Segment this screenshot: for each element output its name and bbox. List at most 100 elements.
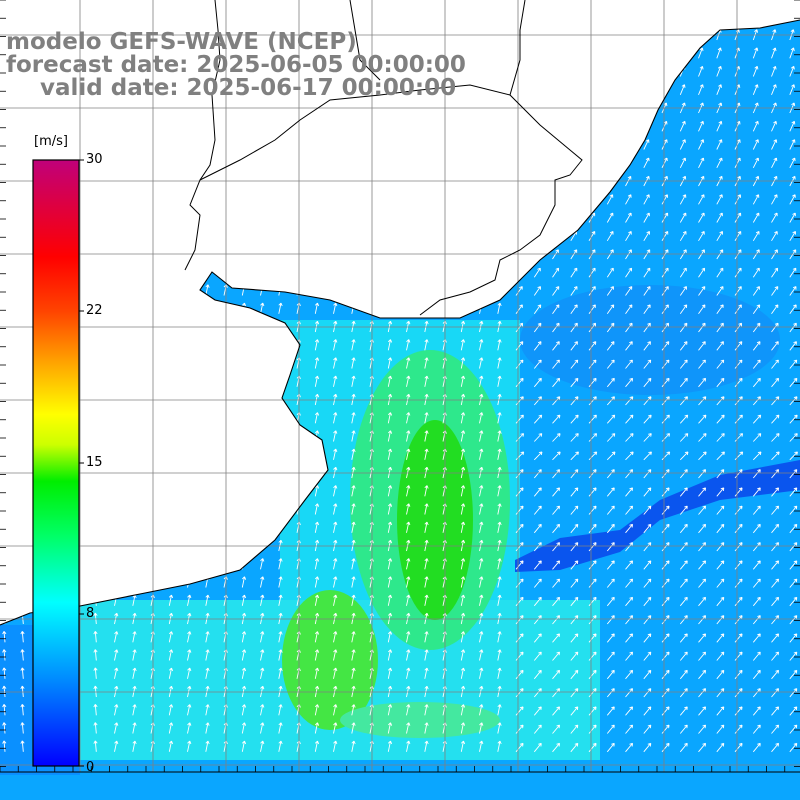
wind-arrow <box>752 633 761 643</box>
wind-arrow <box>606 651 615 661</box>
wind-arrow <box>114 740 119 752</box>
wind-arrow <box>789 742 798 753</box>
wind-arrow <box>2 521 7 533</box>
wind-arrow <box>643 633 652 643</box>
wind-arrow <box>679 322 688 333</box>
wind-arrow <box>333 448 338 460</box>
wind-arrow <box>588 505 597 515</box>
wind-arrow <box>20 667 25 679</box>
wind-arrow <box>260 594 265 606</box>
wind-arrow <box>716 304 724 315</box>
wind-arrow <box>789 706 798 716</box>
wind-arrow <box>424 138 429 150</box>
wind-arrow <box>278 667 283 679</box>
wind-arrow <box>625 304 633 315</box>
wind-arrow <box>351 412 356 424</box>
wind-arrow <box>168 503 174 515</box>
wind-arrow <box>679 487 688 497</box>
wind-arrow <box>716 578 725 588</box>
wind-arrow <box>241 649 247 661</box>
wind-arrow <box>205 521 210 533</box>
wind-arrow <box>406 704 411 716</box>
wind-arrow <box>2 302 7 314</box>
wind-arrow <box>716 469 725 479</box>
wind-arrow <box>114 339 119 351</box>
wind-arrow <box>20 120 25 132</box>
wind-arrow <box>552 120 558 132</box>
wind-arrow <box>93 193 98 205</box>
wind-arrow <box>625 487 634 497</box>
wind-arrow <box>205 503 210 515</box>
wind-arrow <box>278 558 283 570</box>
wind-arrow <box>333 649 338 661</box>
wind-arrow <box>424 558 429 570</box>
wind-arrow <box>661 433 671 442</box>
wind-arrow <box>351 649 356 661</box>
wind-arrow <box>606 596 615 607</box>
wind-arrow <box>716 341 724 351</box>
wind-arrow <box>679 451 689 461</box>
wind-arrow <box>643 341 651 351</box>
wind-arrow <box>460 594 466 606</box>
wind-arrow <box>241 357 247 369</box>
wind-arrow <box>187 594 192 606</box>
wind-arrow <box>716 65 722 77</box>
wind-arrow <box>479 65 484 77</box>
wind-arrow <box>205 649 210 661</box>
wind-arrow <box>460 722 466 734</box>
wind-arrow <box>679 469 688 479</box>
wind-arrow <box>716 560 725 570</box>
wind-arrow <box>606 542 615 552</box>
wind-arrow <box>734 505 743 515</box>
wind-arrow <box>424 485 429 497</box>
wind-arrow <box>2 247 7 260</box>
colorbar-scale <box>32 159 80 767</box>
wind-arrow <box>278 412 283 424</box>
wind-arrow <box>460 193 466 205</box>
wind-arrow <box>114 193 119 205</box>
wind-arrow <box>643 267 651 278</box>
wind-arrow <box>679 304 688 315</box>
wind-arrow <box>314 193 320 205</box>
wind-arrow <box>606 267 614 278</box>
wind-arrow <box>552 596 561 607</box>
wind-arrow <box>679 724 688 734</box>
wind-arrow <box>588 451 598 461</box>
wind-arrow <box>314 722 320 734</box>
wind-arrow <box>752 669 761 680</box>
wind-arrow <box>661 359 670 369</box>
wind-arrow <box>132 649 137 661</box>
wind-arrow <box>132 667 137 679</box>
wind-arrow <box>20 266 25 278</box>
wind-arrow <box>789 396 798 406</box>
wind-arrow <box>661 560 670 570</box>
wind-arrow <box>698 84 704 95</box>
wind-arrow <box>406 576 411 588</box>
wind-arrow <box>278 229 283 241</box>
wind-arrow <box>424 631 429 643</box>
wind-arrow <box>625 286 633 296</box>
wind-arrow <box>533 120 540 132</box>
wind-arrow <box>260 211 265 223</box>
wind-arrow <box>114 722 119 734</box>
wind-arrow <box>752 304 761 315</box>
wind-arrow <box>460 357 466 369</box>
wind-arrow <box>38 101 43 114</box>
wind-arrow <box>20 685 25 698</box>
wind-arrow <box>20 211 25 223</box>
wind-arrow <box>533 615 542 625</box>
wind-arrow <box>333 120 338 132</box>
wind-arrow <box>278 430 283 442</box>
wind-arrow <box>698 157 705 169</box>
wind-arrow <box>661 505 670 515</box>
wind-arrow <box>187 357 192 369</box>
wind-arrow <box>552 304 560 315</box>
wind-arrow <box>661 414 670 424</box>
wind-arrow <box>387 229 393 241</box>
wind-arrow <box>205 558 210 570</box>
wind-arrow <box>205 375 210 387</box>
wind-arrow <box>698 523 707 534</box>
wind-arrow <box>515 377 524 388</box>
wind-arrow <box>387 156 393 168</box>
wind-arrow <box>20 247 25 260</box>
